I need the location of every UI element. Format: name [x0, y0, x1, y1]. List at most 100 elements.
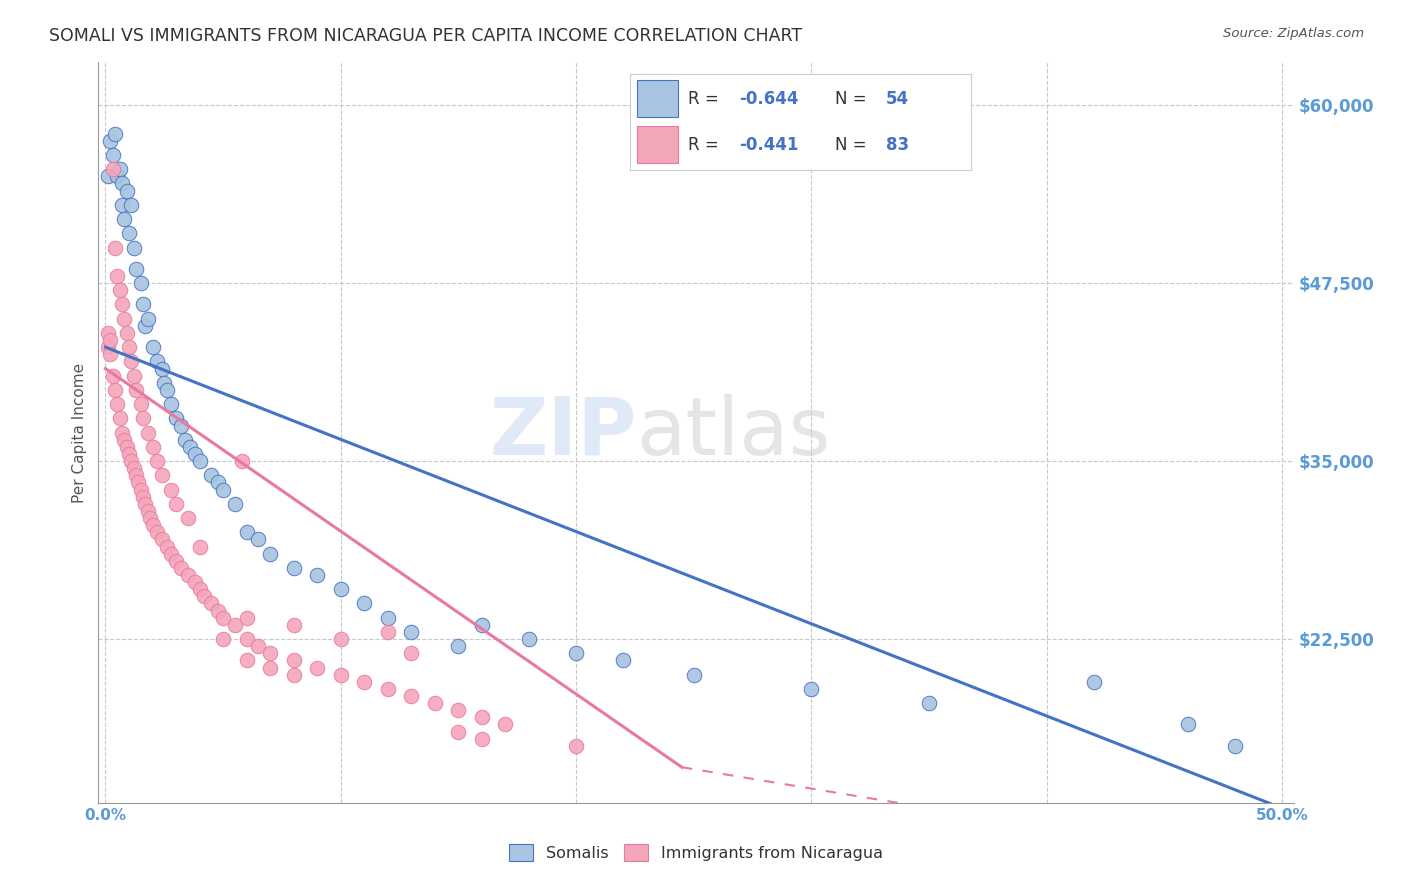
Point: [146, 354, 169, 368]
Point: [139, 511, 162, 525]
Point: [111, 177, 134, 191]
Point: [125, 261, 148, 276]
Point: [179, 440, 201, 454]
Point: [170, 418, 193, 433]
Point: [165, 554, 187, 568]
Point: [177, 511, 200, 525]
Point: [160, 397, 183, 411]
Point: [259, 646, 281, 660]
Point: [111, 297, 134, 311]
Point: [105, 397, 128, 411]
Point: [146, 454, 169, 468]
Point: [188, 582, 211, 597]
Point: [115, 326, 138, 340]
Point: [329, 667, 352, 681]
Point: [132, 297, 155, 311]
Point: [471, 731, 494, 746]
Point: [115, 440, 138, 454]
Point: [120, 354, 142, 368]
Point: [115, 184, 138, 198]
Point: [108, 411, 131, 425]
Point: [174, 433, 197, 447]
Point: [98, 347, 121, 361]
Point: [122, 240, 145, 255]
Point: [612, 653, 634, 667]
Point: [353, 597, 375, 611]
Point: [101, 148, 124, 162]
Point: [447, 724, 470, 739]
Point: [247, 639, 270, 653]
Point: [235, 610, 257, 624]
Point: [108, 162, 131, 177]
Point: [353, 674, 375, 689]
Point: [423, 696, 446, 710]
Point: [283, 653, 305, 667]
Point: [447, 703, 470, 717]
Point: [1223, 739, 1246, 753]
Point: [165, 411, 187, 425]
Point: [329, 582, 352, 597]
Point: [283, 667, 305, 681]
Point: [118, 447, 141, 461]
Point: [98, 134, 121, 148]
Point: [101, 162, 124, 177]
Point: [111, 198, 134, 212]
Point: [112, 212, 135, 227]
Point: [682, 667, 704, 681]
Point: [129, 483, 152, 497]
Point: [235, 525, 257, 540]
Point: [160, 483, 183, 497]
Point: [97, 169, 120, 184]
Point: [193, 590, 215, 604]
Point: [224, 617, 246, 632]
Point: [160, 547, 183, 561]
Point: [377, 624, 399, 639]
Point: [125, 383, 148, 397]
Point: [188, 454, 211, 468]
Point: [150, 361, 173, 376]
Point: [184, 447, 207, 461]
Point: [200, 597, 222, 611]
Point: [153, 376, 176, 390]
Point: [129, 397, 152, 411]
Point: [471, 617, 494, 632]
Point: [377, 610, 399, 624]
Point: [141, 440, 163, 454]
Point: [104, 240, 127, 255]
Point: [105, 169, 128, 184]
Text: atlas: atlas: [637, 393, 831, 472]
Point: [136, 425, 159, 440]
Point: [136, 311, 159, 326]
Point: [111, 425, 134, 440]
Point: [112, 311, 135, 326]
Point: [231, 454, 253, 468]
Point: [1177, 717, 1199, 731]
Point: [177, 568, 200, 582]
Point: [101, 368, 124, 383]
Point: [918, 696, 941, 710]
Point: [146, 525, 169, 540]
Point: [104, 383, 127, 397]
Point: [118, 227, 141, 241]
Point: [401, 624, 423, 639]
Point: [97, 326, 120, 340]
Point: [800, 681, 823, 696]
Point: [134, 497, 156, 511]
Point: [259, 660, 281, 674]
Point: [307, 568, 329, 582]
Point: [565, 646, 588, 660]
Point: [120, 454, 142, 468]
Point: [224, 497, 246, 511]
Point: [329, 632, 352, 646]
Legend: Somalis, Immigrants from Nicaragua: Somalis, Immigrants from Nicaragua: [501, 837, 891, 869]
Point: [112, 433, 135, 447]
Point: [98, 333, 121, 347]
Point: [247, 533, 270, 547]
Point: [494, 717, 516, 731]
Point: [136, 504, 159, 518]
Point: [235, 653, 257, 667]
Point: [129, 276, 152, 290]
Point: [165, 497, 187, 511]
Point: [156, 383, 179, 397]
Point: [212, 610, 235, 624]
